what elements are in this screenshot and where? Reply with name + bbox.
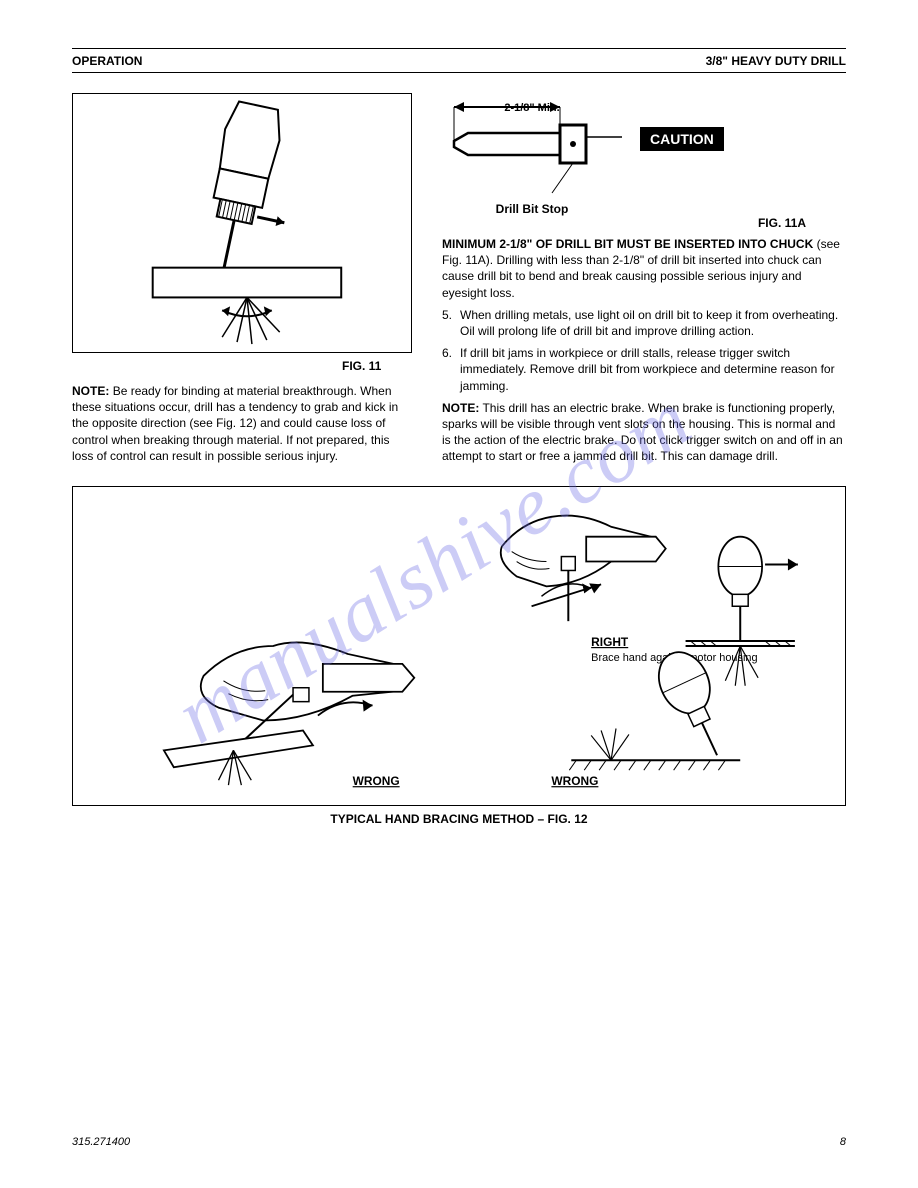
figure-11-svg [73, 94, 411, 352]
caution-para-1: MINIMUM 2-1/8" OF DRILL BIT MUST BE INSE… [442, 236, 846, 301]
fig12-wrong-label-2: WRONG [551, 775, 598, 789]
stop-bottom-label: Drill Bit Stop [442, 202, 622, 216]
note-title: NOTE: [72, 384, 109, 398]
fig12-wrong-label-1: WRONG [353, 775, 400, 789]
column-right: 2-1/8" Min. Drill Bit Stop CAUTION FIG. … [442, 93, 846, 464]
bullet-5-text: When drilling metals, use light oil on d… [460, 307, 846, 339]
fig12-right-label: RIGHT [591, 635, 629, 649]
drill-stop-figure: 2-1/8" Min. Drill Bit Stop [442, 93, 622, 216]
note-2: NOTE: This drill has an electric brake. … [442, 400, 846, 465]
header-row: OPERATION 3/8" HEAVY DUTY DRILL [72, 52, 846, 72]
bullet-6-num: 6. [442, 345, 460, 394]
caution-badge: CAUTION [640, 127, 724, 151]
footer: 315.271400 8 [72, 1136, 846, 1148]
caution-para-1-bold: MINIMUM 2-1/8" OF DRILL BIT MUST BE INSE… [442, 237, 813, 251]
footer-right: 8 [840, 1136, 846, 1148]
note-block: NOTE: Be ready for binding at material b… [72, 383, 412, 464]
figure-11-label: FIG. 11 [72, 359, 412, 373]
figure-12-caption: TYPICAL HAND BRACING METHOD – FIG. 12 [72, 812, 846, 826]
note-2-body: This drill has an electric brake. When b… [442, 401, 843, 464]
figure-12-box: RIGHT Brace hand against motor housing [72, 486, 846, 806]
note-body: Be ready for binding at material breakth… [72, 384, 398, 463]
figure-12-svg: RIGHT Brace hand against motor housing [73, 487, 845, 805]
bullet-5-num: 5. [442, 307, 460, 339]
figure-11a-label: FIG. 11A [442, 216, 846, 230]
footer-left: 315.271400 [72, 1136, 130, 1148]
rule-bottom [72, 72, 846, 73]
content-columns: FIG. 11 NOTE: Be ready for binding at ma… [72, 93, 846, 464]
figure-11-box [72, 93, 412, 353]
bullet-5: 5. When drilling metals, use light oil o… [442, 307, 846, 339]
page-root: OPERATION 3/8" HEAVY DUTY DRILL [0, 0, 918, 866]
note-2-title: NOTE: [442, 401, 479, 415]
column-left: FIG. 11 NOTE: Be ready for binding at ma… [72, 93, 412, 464]
caution-badge-wrap: CAUTION [640, 93, 724, 151]
header-right: 3/8" HEAVY DUTY DRILL [706, 54, 846, 68]
bullet-6-text: If drill bit jams in workpiece or drill … [460, 345, 846, 394]
header-left: OPERATION [72, 54, 142, 68]
rule-top [72, 48, 846, 49]
bullet-6: 6. If drill bit jams in workpiece or dri… [442, 345, 846, 394]
caution-row: 2-1/8" Min. Drill Bit Stop CAUTION [442, 93, 846, 216]
